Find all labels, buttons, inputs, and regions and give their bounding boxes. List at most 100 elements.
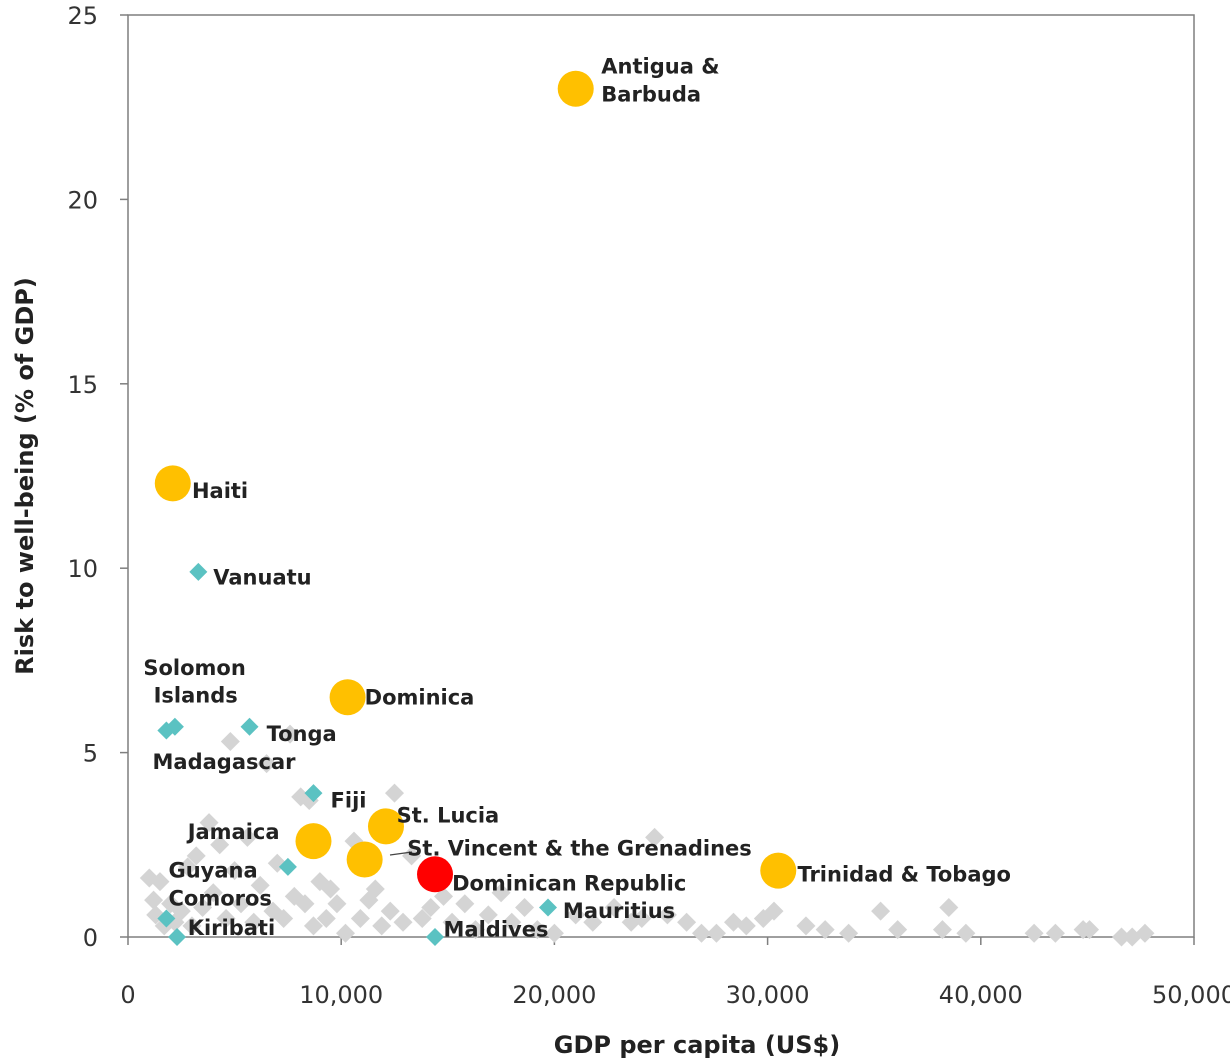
label-antigua-and: Antigua & [601,55,719,79]
point-other-country [144,890,164,910]
point-other-country [225,861,245,881]
point-other-country [796,916,816,936]
label-madagascar: Madagascar [153,750,297,774]
y-tick-label: 25 [67,2,98,30]
point-other-country [706,923,726,943]
point-other-country [1045,923,1065,943]
point-other-country [888,920,908,940]
x-tick-label: 0 [120,981,135,1009]
point-other-country [939,897,959,917]
point-other-country [566,905,586,925]
point-maldives [426,928,445,946]
point-other-country [244,912,264,932]
connectors-layer [389,851,413,856]
point-other-country [871,901,891,921]
point-other-country [1112,927,1132,947]
label-fiji: Fiji [331,789,367,813]
point-other-country [186,846,206,866]
label-st-lucia: St. Lucia [397,803,500,827]
point-vanuatu [189,562,208,581]
point-other-country [295,894,315,914]
point-other-country [193,897,213,917]
point-other-country [402,846,422,866]
point-other-country [815,920,835,940]
plot-frame [127,14,1195,938]
x-tick-label: 50,000 [1152,981,1230,1009]
label-barbuda: Barbuda [601,82,701,106]
point-other-country [466,920,486,940]
point-other-country [250,875,270,895]
label-tonga: Tonga [267,722,337,746]
label-mauritius: Mauritius [563,899,675,923]
x-tick-label: 30,000 [726,981,810,1009]
point-other-country [956,923,976,943]
point-other-country [421,897,441,917]
point-fiji [304,784,323,803]
point-antigua-and-barbuda [557,70,594,107]
point-kiribati [168,928,187,946]
point-dominican-republic [417,856,454,893]
point-other-country [1135,923,1155,943]
label-guyana: Guyana [169,859,258,883]
point-other-country [1080,920,1100,940]
point-jamaica [295,823,332,860]
point-other-country [527,920,547,940]
label-comoros: Comoros [169,886,272,910]
point-other-country [280,724,300,744]
point-other-country [380,901,400,921]
label-dominican-republic: Dominican Republic [452,872,686,896]
labels-layer: Antigua & Barbuda Haiti Vanuatu Solomon Islan… [143,55,1011,942]
point-other-country [231,894,251,914]
point-other-country [257,754,277,774]
label-solomon: Solomon [143,656,245,680]
point-other-country [932,920,952,940]
point-st-lucia [367,808,404,845]
point-other-country [692,923,712,943]
point-other-country [491,883,511,903]
label-islands: Islands [154,683,238,707]
point-other-country [839,923,859,943]
point-st-vincent-and-the-grenadines [346,841,383,878]
point-other-country [502,912,522,932]
point-other-country [583,912,603,932]
point-other-country [645,827,665,847]
label-trinidad-and-tobago: Trinidad & Tobago [797,862,1011,886]
point-other-country [478,905,498,925]
point-other-country [442,912,462,932]
point-other-country [335,923,355,943]
y-axis-title: Risk to well-being (% of GDP) [11,277,39,675]
point-other-country [210,835,230,855]
x-tick-label: 40,000 [939,981,1023,1009]
point-other-country [216,909,236,929]
label-jamaica: Jamaica [186,820,280,844]
x-tick-label: 10,000 [299,981,383,1009]
point-other-country [455,894,475,914]
point-other-country [220,732,240,752]
point-other-country [393,912,413,932]
point-other-country [316,909,336,929]
point-other-country [303,916,323,936]
point-other-country [327,894,347,914]
point-other-country [604,897,624,917]
point-other-country [199,813,219,833]
point-other-country [365,879,385,899]
point-other-country [412,909,432,929]
label-haiti: Haiti [192,479,248,503]
point-other-country [677,912,697,932]
point-other-country [182,916,202,936]
y-tick-label: 10 [67,555,98,583]
point-other-country [764,901,784,921]
y-tick-label: 20 [67,186,98,214]
y-tick-label: 15 [67,371,98,399]
point-other-country [321,879,341,899]
point-trinidad-and-tobago [760,852,797,889]
point-other-country [150,872,170,892]
point-other-country [274,909,294,929]
y-tick-label: 0 [83,924,98,952]
point-other-country [171,901,191,921]
point-other-country [385,783,404,803]
label-st-vincent-and-the-grenadines: St. Vincent & the Grenadines [407,836,752,860]
point-other-country [632,909,652,929]
x-axis-title: GDP per capita (US$) [554,1031,840,1059]
